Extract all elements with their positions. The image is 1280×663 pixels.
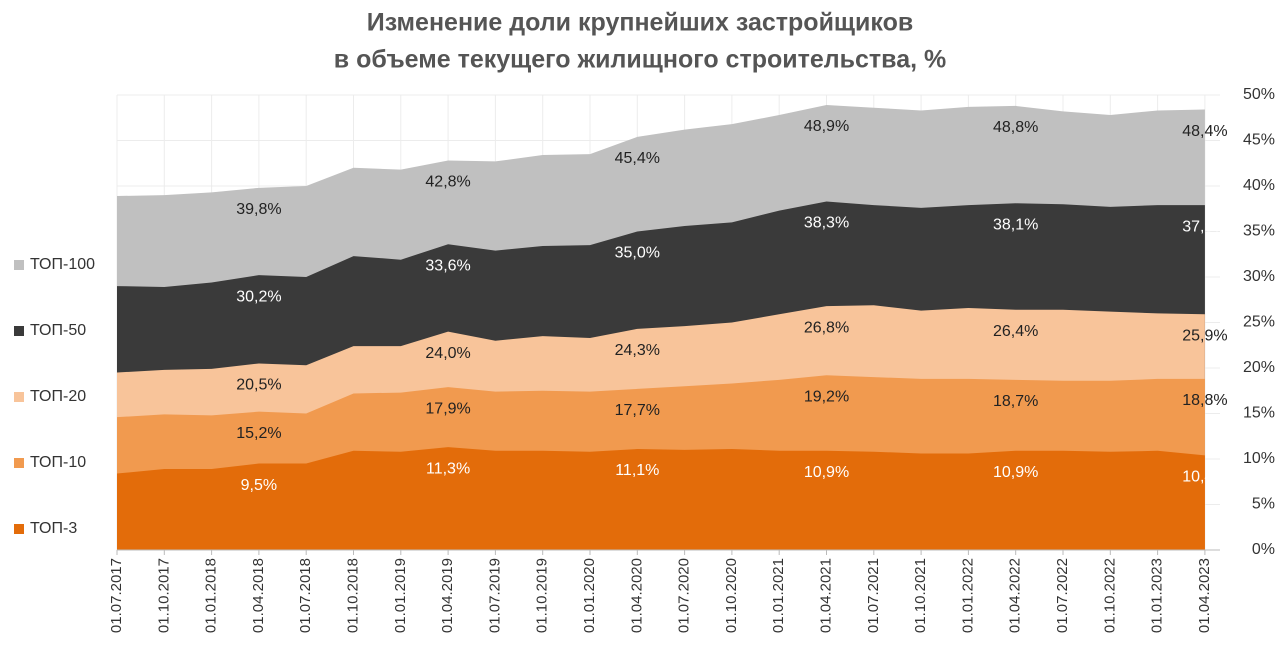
data-label: 24,3% bbox=[615, 342, 660, 359]
y-tick-label: 0% bbox=[1252, 541, 1275, 558]
data-label: 39,8% bbox=[236, 201, 281, 218]
data-label: 10,9% bbox=[993, 464, 1038, 481]
data-label: 20,5% bbox=[236, 377, 281, 394]
x-tick-label: 01.10.2022 bbox=[1101, 558, 1118, 633]
data-label: 45,4% bbox=[615, 150, 660, 167]
x-tick-label: 01.07.2021 bbox=[865, 558, 882, 633]
legend-label: ТОП-50 bbox=[30, 322, 86, 339]
legend-swatch bbox=[14, 392, 24, 402]
y-tick-label: 40% bbox=[1243, 177, 1275, 194]
data-label: 9,5% bbox=[241, 477, 277, 494]
data-label: 42,8% bbox=[425, 174, 470, 191]
data-label: 19,2% bbox=[804, 388, 849, 405]
x-tick-label: 01.01.2023 bbox=[1149, 558, 1166, 633]
x-tick-label: 01.04.2020 bbox=[628, 558, 645, 633]
x-tick-label: 01.07.2022 bbox=[1054, 558, 1071, 633]
x-tick-label: 01.07.2017 bbox=[108, 558, 125, 633]
data-label: 25,9% bbox=[1182, 328, 1227, 345]
legend-label: ТОП-3 bbox=[30, 520, 77, 537]
area bbox=[117, 447, 1205, 550]
data-label: 10,4% bbox=[1182, 469, 1227, 486]
x-tick-label: 01.04.2023 bbox=[1196, 558, 1213, 633]
data-label: 15,2% bbox=[236, 425, 281, 442]
data-label: 10,9% bbox=[804, 464, 849, 481]
x-tick-label: 01.04.2021 bbox=[817, 558, 834, 633]
x-tick-label: 01.01.2020 bbox=[581, 558, 598, 633]
data-label: 48,9% bbox=[804, 118, 849, 135]
x-tick-label: 01.10.2019 bbox=[534, 558, 551, 633]
legend-label: ТОП-10 bbox=[30, 454, 86, 471]
x-tick-label: 01.10.2020 bbox=[723, 558, 740, 633]
x-tick-label: 01.01.2021 bbox=[770, 558, 787, 633]
data-label: 38,1% bbox=[993, 217, 1038, 234]
y-tick-label: 50% bbox=[1243, 86, 1275, 103]
data-label: 17,9% bbox=[425, 400, 470, 417]
x-tick-label: 01.07.2019 bbox=[486, 558, 503, 633]
x-tick-label: 01.04.2022 bbox=[1007, 558, 1024, 633]
legend-label: ТОП-20 bbox=[30, 388, 86, 405]
data-label: 48,8% bbox=[993, 119, 1038, 136]
x-tick-label: 01.10.2017 bbox=[155, 558, 172, 633]
y-tick-label: 15% bbox=[1243, 405, 1275, 422]
chart-title: в объеме текущего жилищного строительств… bbox=[334, 46, 946, 74]
data-label: 11,1% bbox=[615, 462, 659, 479]
legend-swatch bbox=[14, 260, 24, 270]
legend-swatch bbox=[14, 458, 24, 468]
data-label: 18,7% bbox=[993, 393, 1038, 410]
y-tick-label: 20% bbox=[1243, 359, 1275, 376]
data-label: 11,3% bbox=[426, 460, 470, 477]
x-tick-label: 01.07.2020 bbox=[676, 558, 693, 633]
y-tick-label: 45% bbox=[1243, 132, 1275, 149]
x-tick-label: 01.07.2018 bbox=[297, 558, 314, 633]
x-tick-label: 01.10.2021 bbox=[912, 558, 929, 633]
legend-swatch bbox=[14, 524, 24, 534]
y-tick-label: 30% bbox=[1243, 268, 1275, 285]
data-label: 30,2% bbox=[236, 288, 281, 305]
x-tick-label: 01.01.2018 bbox=[203, 558, 220, 633]
data-label: 26,8% bbox=[804, 319, 849, 336]
x-tick-label: 01.01.2022 bbox=[959, 558, 976, 633]
legend-label: ТОП-100 bbox=[30, 256, 95, 273]
x-tick-label: 01.04.2018 bbox=[250, 558, 267, 633]
data-label: 17,7% bbox=[615, 402, 660, 419]
data-label: 35,0% bbox=[615, 245, 660, 262]
y-tick-label: 35% bbox=[1243, 223, 1275, 240]
x-tick-label: 01.04.2019 bbox=[439, 558, 456, 633]
y-tick-label: 25% bbox=[1243, 314, 1275, 331]
data-label: 18,8% bbox=[1182, 392, 1227, 409]
data-label: 24,0% bbox=[425, 345, 470, 362]
data-label: 26,4% bbox=[993, 323, 1038, 340]
x-tick-label: 01.01.2019 bbox=[392, 558, 409, 633]
y-tick-label: 5% bbox=[1252, 496, 1275, 513]
data-label: 33,6% bbox=[425, 257, 470, 274]
y-tick-label: 10% bbox=[1243, 450, 1275, 467]
data-label: 37,9% bbox=[1182, 218, 1227, 235]
chart-title: Изменение доли крупнейших застройщиков bbox=[367, 9, 913, 37]
x-tick-label: 01.10.2018 bbox=[344, 558, 361, 633]
legend-swatch bbox=[14, 326, 24, 336]
data-label: 38,3% bbox=[804, 215, 849, 232]
data-label: 48,4% bbox=[1182, 123, 1227, 140]
